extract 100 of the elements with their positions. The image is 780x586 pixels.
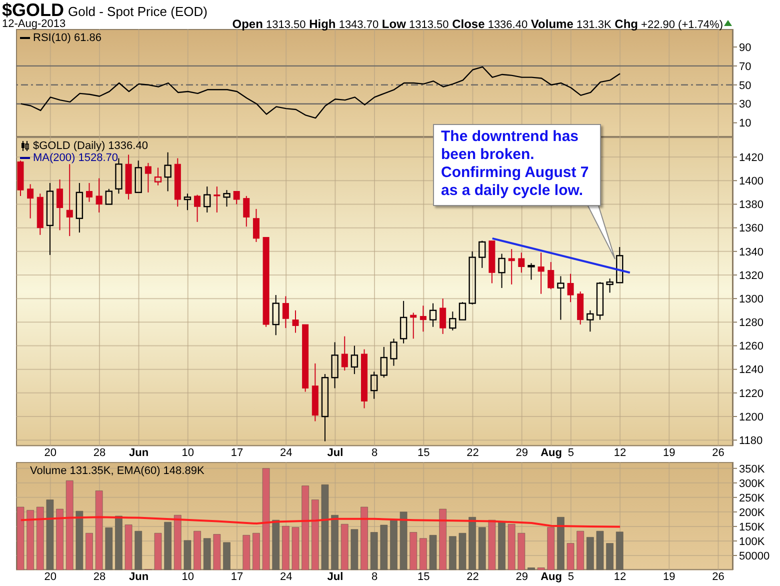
bar [203,538,211,570]
candlestick [86,182,93,202]
candlestick [36,193,44,236]
y-tick-label: 1320 [739,270,764,282]
bar [242,535,250,570]
x-tick-label: Jun [128,570,149,583]
candlestick [410,312,417,340]
bar [557,517,564,570]
candlestick [518,252,525,274]
candlestick [204,186,211,213]
x-tick-label: 24 [280,446,292,459]
bar [26,510,34,570]
x-tick-label: 15 [417,446,430,459]
candlestick [282,296,289,329]
bar [518,532,526,570]
line-series [20,66,621,119]
bar [400,512,408,570]
chart-title: Volume 131.35K, EMA(60) 148.89K [30,465,204,477]
y-tick-label: 1360 [739,222,764,235]
x-tick-label: 29 [516,446,528,459]
bar [429,535,437,570]
y-tick-label: 1180 [739,435,763,448]
bar [76,510,84,570]
bar [292,527,300,570]
bar [272,520,280,570]
bar [252,532,260,570]
y-tick-label: 1300 [739,293,764,306]
bar [164,522,172,570]
y-tick-label: 300K [739,478,766,490]
bar [174,514,182,570]
bar [360,506,368,570]
bar [194,530,201,570]
candlestick [272,294,280,336]
bar [262,468,270,570]
x-tick-label: 19 [663,570,676,583]
bar [36,506,44,570]
candlestick [557,276,564,320]
bar [154,532,162,570]
bar [134,530,142,570]
annotation: The downtrend has been broken. Confirming August 7 as a daily cycle low. [433,124,601,206]
x-tick-label: 24 [280,570,292,583]
y-tick-label: 1200 [739,411,764,424]
x-tick-label: 20 [44,446,56,459]
x-tick-label: 17 [230,570,244,583]
y-tick-label: 100K [739,536,766,548]
bar [390,519,398,570]
bar [616,532,624,570]
candlestick [46,182,54,256]
bar [124,524,132,570]
candlestick [508,248,515,285]
y-tick-label: 1380 [739,199,764,212]
bar [340,524,348,570]
y-tick-label: 30 [739,98,752,111]
bar [95,490,103,570]
bar [86,532,93,570]
bar [380,524,388,570]
bar [410,532,418,570]
x-tick-label: 8 [371,570,378,583]
bar [566,543,574,570]
bar [606,543,614,570]
legend-label: $GOLD (Daily) 1336.40 [33,140,148,152]
x-tick-label: Aug [540,570,562,583]
candlestick [214,186,220,213]
y-tick-label: 250K [739,492,766,504]
bar [282,526,290,570]
y-tick-label: 1420 [739,152,764,164]
x-tick-label: 5 [568,570,574,583]
x-tick-label: 10 [182,446,194,459]
y-tick-label: 50000 [739,550,770,562]
candlestick [292,310,299,334]
bar [576,530,584,570]
candlestick [538,252,544,294]
candlestick [440,298,446,334]
x-tick-label: 22 [466,446,479,459]
bar [46,500,54,570]
candlestick [66,164,73,237]
y-tick-label: 1340 [739,246,764,258]
x-tick-label: 12 [614,446,626,459]
line-series [20,516,622,528]
y-tick-label: 350K [739,463,766,476]
bar [547,527,555,570]
x-tick-label: 15 [417,570,430,583]
x-tick-label: 10 [182,570,194,583]
y-tick-label: 90 [739,42,752,54]
candlestick [350,345,358,375]
bar [488,520,496,570]
text: Open 1313.50 High 1343.70 Low 1313.50 Close 1336.40 Volume 131.3K Chg +22.90 (+1.74%) [232,17,723,31]
bar [312,500,319,570]
candlestick [174,158,181,208]
candlestick [312,362,318,422]
x-tick-label: 26 [712,570,724,583]
legend-label: MA(200) 1528.70 [33,152,118,164]
bar [56,508,64,570]
candlestick [76,182,84,234]
y-tick-label: 1400 [739,176,764,188]
bar [596,530,604,570]
y-tick-label: 1220 [739,388,764,400]
x-tick-label: 19 [663,446,676,459]
candlestick [420,305,426,332]
bar [302,486,309,570]
